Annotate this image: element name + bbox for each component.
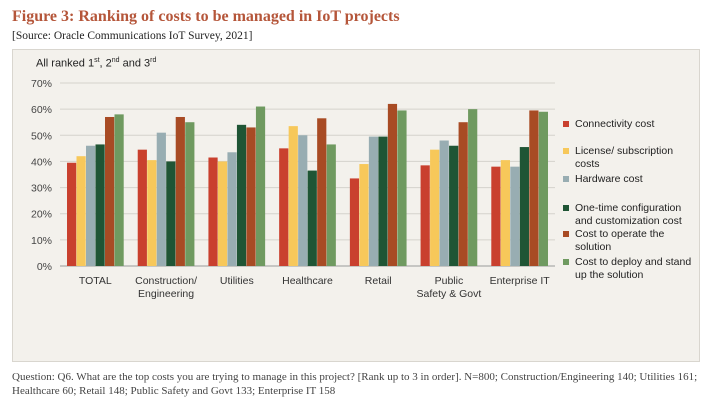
bar xyxy=(449,145,459,266)
x-tick-label: Enterprise IT xyxy=(490,275,551,287)
subtitle-sup-2: nd xyxy=(111,57,120,64)
y-tick-label: 70% xyxy=(31,78,52,90)
bar xyxy=(255,106,266,267)
legend-item: Hardware cost xyxy=(563,173,695,186)
x-tick-label-line: TOTAL xyxy=(79,275,112,287)
legend-swatch xyxy=(563,121,569,127)
bar xyxy=(397,110,407,266)
y-tick-label: 20% xyxy=(31,209,52,221)
bar xyxy=(387,103,398,267)
legend-item: Cost to operate the solution xyxy=(563,228,695,254)
legend-label: Hardware cost xyxy=(575,173,643,185)
legend-swatch xyxy=(563,205,569,211)
bar xyxy=(500,160,510,266)
legend-label: Cost to operate the solution xyxy=(575,228,665,253)
bar xyxy=(147,160,157,266)
legend-label: License/ subscription costs xyxy=(575,145,674,170)
legend-swatch xyxy=(563,231,569,237)
bar xyxy=(236,124,247,266)
bar xyxy=(378,136,388,266)
bar xyxy=(439,140,449,266)
legend-item: Connectivity cost xyxy=(563,118,695,131)
subtitle-mid-2: and 3 xyxy=(119,57,151,70)
x-tick-label: Construction/Engineering xyxy=(135,275,197,300)
y-tick-label: 30% xyxy=(31,183,52,195)
bar xyxy=(529,110,539,266)
bar xyxy=(326,144,336,266)
bar xyxy=(185,122,195,266)
legend-label: One-time configuration and customization … xyxy=(575,202,682,227)
legend-label: Connectivity cost xyxy=(575,118,655,130)
bar xyxy=(368,136,379,266)
x-tick-label-line: Healthcare xyxy=(282,275,333,287)
figure-title: Figure 3: Ranking of costs to be managed… xyxy=(12,8,400,25)
bar xyxy=(76,156,86,266)
bar xyxy=(95,144,105,266)
bar xyxy=(491,166,501,266)
legend-item: License/ subscription costs xyxy=(563,145,695,171)
bar xyxy=(288,126,298,266)
bar xyxy=(538,111,548,266)
x-tick-label-line: Public xyxy=(435,275,464,287)
x-tick-label-line: Safety & Govt xyxy=(417,288,482,300)
bar xyxy=(227,152,237,266)
y-tick-label: 50% xyxy=(31,130,52,142)
bar xyxy=(114,114,124,266)
y-tick-label: 10% xyxy=(31,235,52,247)
bar xyxy=(359,164,369,266)
x-tick-label: Retail xyxy=(365,275,392,287)
bar xyxy=(510,166,520,266)
bar xyxy=(86,145,96,266)
x-tick-label-line: Utilities xyxy=(220,275,254,287)
bar xyxy=(217,161,228,266)
y-tick-label: 40% xyxy=(31,156,52,168)
legend-label: Cost to deploy and stand up the solution xyxy=(575,256,692,281)
x-tick-label-line: Enterprise IT xyxy=(490,275,551,287)
y-tick-label: 60% xyxy=(31,104,52,116)
bar xyxy=(166,161,176,266)
x-tick-label: Healthcare xyxy=(282,275,333,287)
bar xyxy=(137,149,147,266)
legend-item: One-time configuration and customization … xyxy=(563,202,695,228)
subtitle-sup-1: st xyxy=(94,57,100,64)
legend-swatch xyxy=(563,148,569,154)
bar xyxy=(156,132,166,266)
bar xyxy=(279,148,289,266)
bar xyxy=(307,170,317,266)
x-tick-label-line: Engineering xyxy=(138,288,194,300)
bar xyxy=(317,118,327,267)
x-tick-label-line: Construction/ xyxy=(135,275,197,287)
chart-subtitle: All ranked 1st, 2nd and 3rd xyxy=(36,57,156,70)
bar xyxy=(105,116,115,266)
bar xyxy=(175,116,185,266)
legend-item: Cost to deploy and stand up the solution xyxy=(563,256,695,282)
subtitle-prefix: All ranked 1 xyxy=(36,57,95,70)
bar xyxy=(430,149,440,266)
figure-source: [Source: Oracle Communications IoT Surve… xyxy=(12,30,253,42)
bar xyxy=(246,127,256,266)
subtitle-sup-3: rd xyxy=(150,57,157,64)
x-tick-label: TOTAL xyxy=(79,275,112,287)
bar xyxy=(208,157,218,266)
legend-swatch xyxy=(563,259,569,265)
bar xyxy=(519,147,529,266)
x-tick-label: Utilities xyxy=(220,275,254,287)
x-tick-label-line: Retail xyxy=(365,275,392,287)
y-tick-label: 0% xyxy=(37,261,52,273)
bar xyxy=(468,109,478,267)
subtitle-mid-1: , 2 xyxy=(99,57,112,70)
bar xyxy=(298,135,308,266)
bar xyxy=(349,178,360,266)
legend-swatch xyxy=(563,176,569,182)
bar xyxy=(458,122,468,266)
x-tick-label: Public Safety & Govt xyxy=(417,275,482,300)
bar xyxy=(67,162,77,266)
bar xyxy=(420,165,430,266)
figure-footnote: Question: Q6. What are the top costs you… xyxy=(12,371,698,397)
